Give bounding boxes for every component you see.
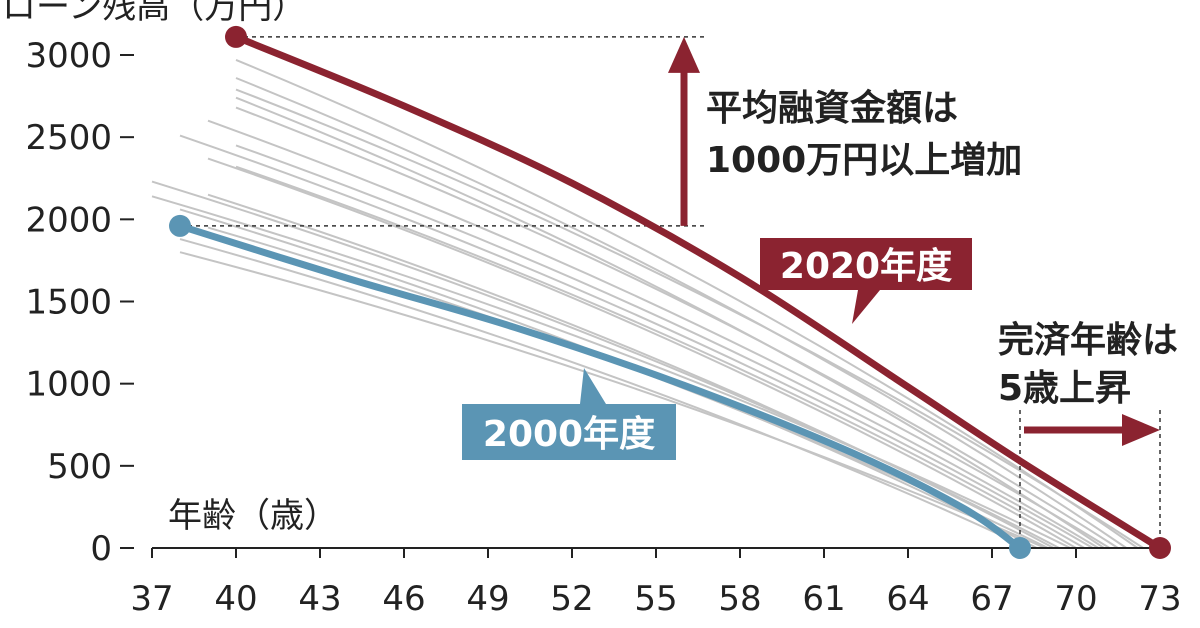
- y-tick-label: 1000: [25, 365, 112, 405]
- x-tick-label: 40: [214, 579, 257, 619]
- intermediate-line: [235, 96, 1105, 549]
- series-line-2020: [232, 33, 1164, 552]
- intermediate-line: [151, 195, 1071, 549]
- intermediate-line: [235, 59, 1139, 549]
- age-note-line1: 完済年齢は: [998, 320, 1178, 361]
- series-group: [169, 25, 1171, 559]
- increase-note-line2: 1000万円以上増加: [706, 140, 1022, 181]
- badge-2000-label: 2000年度: [483, 414, 655, 455]
- y-axis-title: ローン残高（万円）: [2, 0, 306, 27]
- intermediate-line: [179, 134, 1094, 549]
- intermediate-line: [207, 157, 1077, 549]
- increase-arrow-head: [668, 36, 700, 73]
- y-tick-label: 1500: [25, 283, 112, 323]
- intermediate-line: [235, 165, 1085, 549]
- age-arrow-head: [1122, 414, 1160, 446]
- badge-2020: 2020年度: [760, 238, 972, 324]
- age-note-line2: 5歳上昇: [998, 368, 1131, 409]
- y-tick-label: 2500: [25, 118, 112, 158]
- x-tick-label: 70: [1054, 579, 1097, 619]
- series-end-point-2020: [1149, 537, 1171, 559]
- x-tick-label: 52: [550, 579, 593, 619]
- x-tick-label: 49: [466, 579, 509, 619]
- intermediate-line: [179, 238, 1029, 549]
- intermediate-line: [235, 144, 1099, 549]
- axes: 37 40 43 46 49 52 55 58 61 64 67 70 73 0 500 1000 1500 20…: [25, 36, 1181, 619]
- y-tick-label: 2000: [25, 200, 112, 240]
- intermediate-line: [207, 193, 1055, 549]
- x-tick-label: 37: [130, 579, 173, 619]
- series-line-2000: [176, 222, 1024, 552]
- increase-note-line1: 平均融資金額は: [706, 87, 958, 129]
- intermediate-line: [235, 77, 1127, 549]
- badge-2000-background: [462, 368, 676, 460]
- x-tick-label: 46: [382, 579, 425, 619]
- y-tick-label: 0: [90, 529, 112, 569]
- x-axis-title: 年齢（歳）: [168, 496, 338, 536]
- x-tick-label: 43: [298, 579, 341, 619]
- intermediate-line: [179, 251, 1046, 549]
- badge-2020-label: 2020年度: [780, 246, 952, 287]
- series-start-point-2020: [225, 25, 247, 48]
- x-tick-label: 64: [886, 579, 929, 619]
- intermediate-line: [207, 119, 1111, 549]
- intermediate-line: [235, 106, 1119, 549]
- y-tick-label: 500: [47, 447, 112, 487]
- x-tick-label: 55: [634, 579, 677, 619]
- intermediate-lines: [151, 59, 1144, 549]
- y-tick-label: 3000: [25, 36, 112, 76]
- x-tick-label: 67: [970, 579, 1013, 619]
- x-tick-label: 58: [718, 579, 761, 619]
- series-end-point-2000: [1009, 537, 1031, 559]
- x-tick-label: 61: [802, 579, 845, 619]
- badge-2020-background: [760, 238, 972, 324]
- badge-2000: 2000年度: [462, 368, 676, 460]
- x-tick-label: 73: [1138, 579, 1181, 619]
- series-start-point-2000: [169, 214, 191, 237]
- intermediate-line: [235, 88, 1144, 549]
- reference-lines: [180, 36, 1161, 548]
